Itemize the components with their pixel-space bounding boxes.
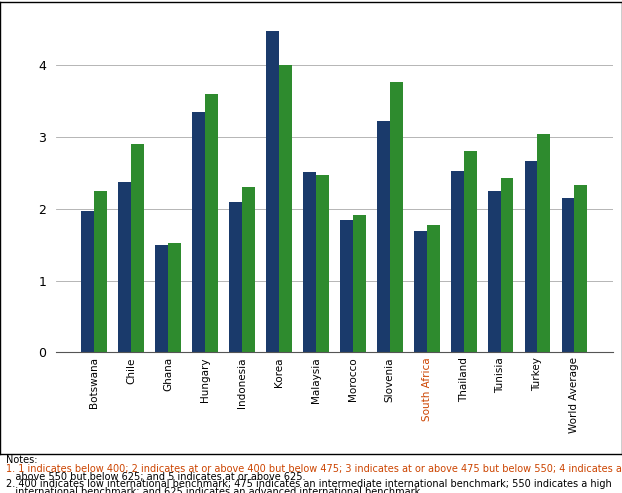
Bar: [229, 202, 242, 352]
Bar: [340, 220, 353, 352]
Bar: [537, 134, 550, 352]
Bar: [427, 225, 440, 352]
Text: above 550 but below 625; and 5 indicates at or above 625.: above 550 but below 625; and 5 indicates…: [6, 472, 306, 482]
Text: 2. 400 indicates low international benchmark; 475 indicates an intermediate inte: 2. 400 indicates low international bench…: [6, 479, 612, 489]
Bar: [377, 121, 390, 352]
Text: Notes:: Notes:: [6, 455, 38, 465]
Bar: [94, 191, 107, 352]
Bar: [390, 82, 402, 352]
Bar: [488, 191, 501, 352]
Bar: [81, 211, 94, 352]
Bar: [414, 231, 427, 352]
Text: international benchmark; and 625 indicates an advanced international benchmark.: international benchmark; and 625 indicat…: [6, 487, 424, 493]
Bar: [118, 182, 131, 352]
Bar: [168, 243, 181, 352]
Bar: [242, 187, 255, 352]
Bar: [562, 198, 575, 352]
Bar: [353, 214, 366, 352]
Text: 1. 1 indicates below 400; 2 indicates at or above 400 but below 475; 3 indicates: 1. 1 indicates below 400; 2 indicates at…: [6, 464, 622, 474]
Bar: [575, 185, 587, 352]
Bar: [205, 94, 218, 352]
Bar: [501, 178, 514, 352]
Bar: [451, 171, 463, 352]
Bar: [463, 151, 476, 352]
Bar: [192, 112, 205, 352]
Bar: [155, 246, 168, 352]
Bar: [279, 65, 292, 352]
Bar: [131, 144, 144, 352]
Bar: [524, 161, 537, 352]
Bar: [266, 32, 279, 352]
Bar: [316, 175, 329, 352]
Bar: [303, 172, 316, 352]
